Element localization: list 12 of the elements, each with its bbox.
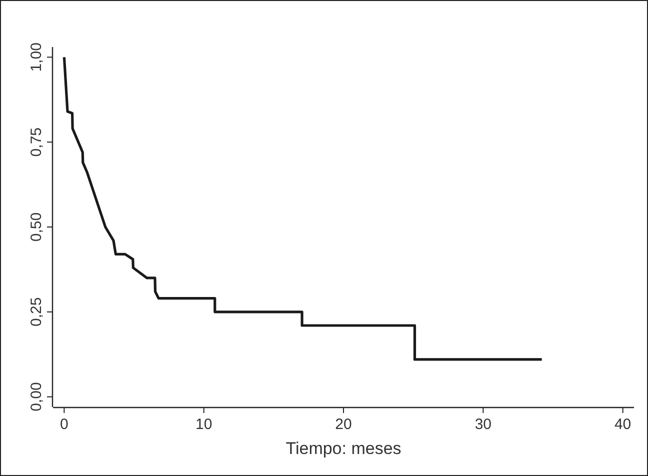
x-tick-label: 20: [335, 416, 352, 433]
x-tick-label: 10: [195, 416, 212, 433]
line-series: [62, 56, 544, 361]
y-tick-label: 1,00: [28, 42, 45, 72]
y-tick-label: 0,25: [28, 297, 45, 327]
x-tick-label: 0: [60, 416, 68, 433]
y-tick-label: 0,50: [28, 212, 45, 242]
y-tick-label: 0,75: [28, 127, 45, 157]
x-tick-label: 30: [474, 416, 492, 433]
x-axis-title: Tiempo: meses: [286, 439, 402, 458]
x-tick-label: 40: [614, 416, 632, 433]
y-tick-label: 0,00: [28, 382, 45, 412]
